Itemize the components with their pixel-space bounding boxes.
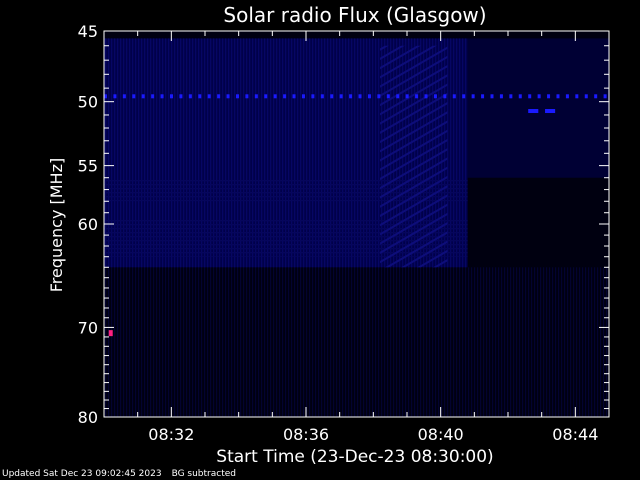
burst-band-segment: [481, 94, 485, 99]
burst-band-segment: [330, 94, 334, 99]
burst-band-segment: [537, 94, 541, 99]
burst-band-segment: [471, 94, 475, 99]
burst-band-segment: [424, 94, 428, 99]
burst-band-segment: [235, 94, 239, 99]
burst-band-segment: [198, 94, 202, 99]
burst-band-segment: [320, 94, 324, 99]
x-tick-label: 08:36: [283, 425, 329, 444]
x-tick-label: 08:32: [148, 425, 194, 444]
plot-area: [104, 31, 609, 417]
burst-band-segment: [584, 94, 588, 99]
burst-band-segment: [264, 94, 268, 99]
burst-band-segment: [452, 94, 456, 99]
burst-band-segment: [349, 94, 353, 99]
update-timestamp: Updated Sat Dec 23 09:02:45 2023: [2, 469, 162, 479]
burst-band-segment: [245, 94, 249, 99]
burst-band-segment: [462, 94, 466, 99]
burst-band-segment: [603, 94, 607, 99]
burst-band-segment: [433, 94, 437, 99]
burst-band-segment: [509, 94, 513, 99]
burst-band-segment: [179, 94, 183, 99]
x-tick-label: 08:44: [552, 425, 598, 444]
burst-band-segment: [386, 94, 390, 99]
burst-band-segment: [547, 94, 551, 99]
burst-band-segment: [594, 94, 598, 99]
burst-band-segment: [518, 94, 522, 99]
burst-band-segment: [490, 94, 494, 99]
burst-band-segment: [283, 94, 287, 99]
burst-band-segment: [151, 94, 155, 99]
footer: Updated Sat Dec 23 09:02:45 2023 BG subtr…: [2, 469, 246, 479]
axes: 08:32 08:36 08:40 08:44 45 50 55 60 70 80: [78, 22, 610, 444]
burst-band-segment: [405, 94, 409, 99]
burst-band-segment: [292, 94, 296, 99]
burst-band-segment: [226, 94, 230, 99]
burst-band-segment: [443, 94, 447, 99]
burst-band-segment: [339, 94, 343, 99]
y-tick-label: 55: [78, 157, 98, 176]
y-tick-label: 80: [78, 408, 98, 427]
burst-band-segment: [188, 94, 192, 99]
burst-band-segment: [528, 94, 532, 99]
burst-band-segment: [217, 94, 221, 99]
y-tick-label: 50: [78, 93, 98, 112]
burst-band-segment: [141, 94, 145, 99]
burst-band-segment: [358, 94, 362, 99]
y-tick-label: 70: [78, 318, 98, 337]
burst-band-segment: [254, 94, 258, 99]
chart-title: Solar radio Flux (Glasgow): [223, 3, 486, 27]
burst-band-segment: [113, 94, 117, 99]
burst-patch: [545, 109, 556, 114]
spectrogram-horizontal-striping: [104, 177, 468, 202]
burst-band-segment: [207, 94, 211, 99]
burst-band-segment: [311, 94, 315, 99]
burst-band-segment: [575, 94, 579, 99]
x-tick-label: 08:40: [418, 425, 464, 444]
hot-pixel: [108, 330, 113, 337]
burst-band-segment: [396, 94, 400, 99]
y-axis-label: Frequency [MHz]: [47, 158, 66, 292]
burst-band-segment: [415, 94, 419, 99]
spectrogram-diagonal-pattern: [380, 45, 448, 268]
burst-band-segment: [565, 94, 569, 99]
burst-band-segment: [556, 94, 560, 99]
burst-band-segment: [377, 94, 381, 99]
burst-band-segment: [273, 94, 277, 99]
burst-band-segment: [499, 94, 503, 99]
burst-band-segment: [169, 94, 173, 99]
burst-band-segment: [122, 94, 126, 99]
y-tick-label: 60: [78, 215, 98, 234]
spectrogram-lower-striping: [104, 267, 609, 417]
y-tick-label: 45: [78, 22, 98, 41]
x-axis-label: Start Time (23-Dec-23 08:30:00): [216, 447, 493, 467]
bg-note: BG subtracted: [171, 469, 236, 479]
spectrogram-right-region: [467, 38, 609, 178]
burst-band-segment: [160, 94, 164, 99]
burst-band-segment: [301, 94, 305, 99]
burst-band-segment: [367, 94, 371, 99]
burst-band-segment: [132, 94, 136, 99]
burst-patch: [528, 109, 539, 114]
burst-band-segment: [104, 94, 107, 99]
